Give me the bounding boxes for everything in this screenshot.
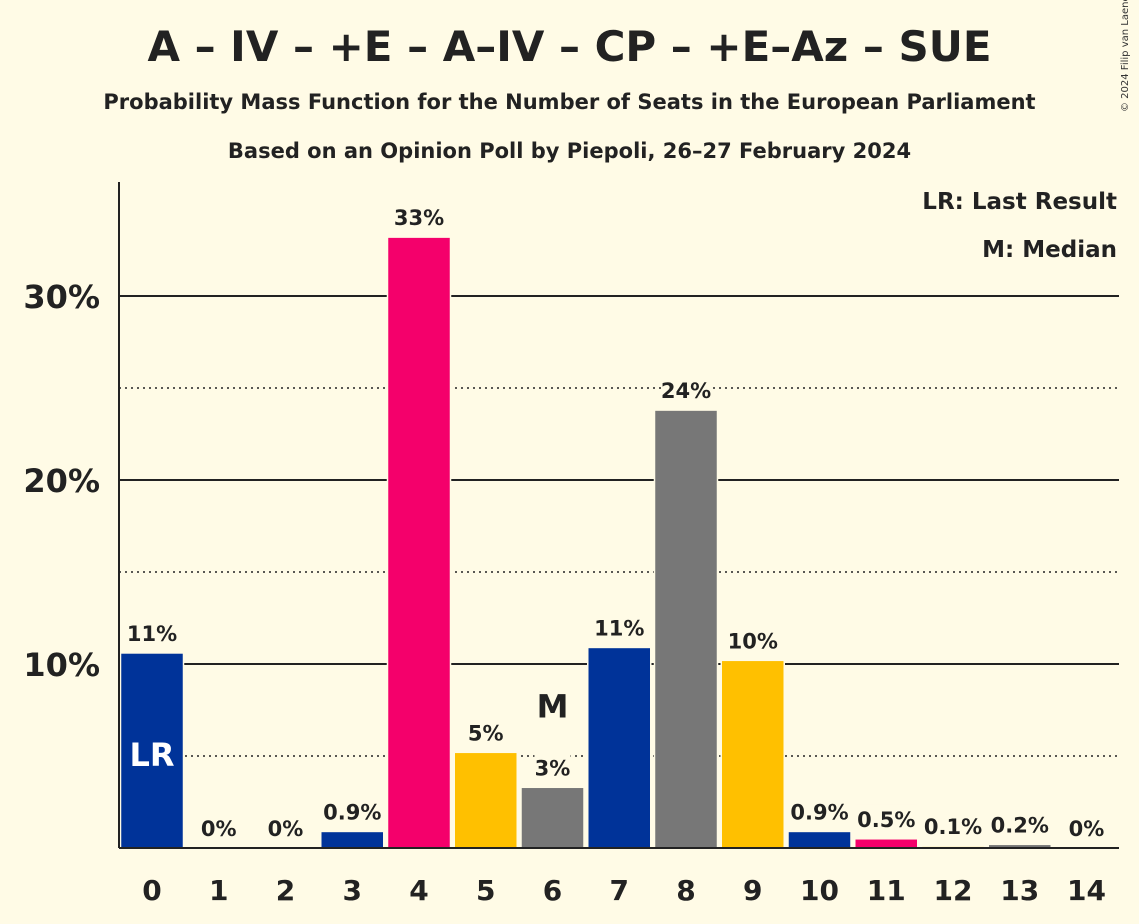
y-tick-label: 20% [23, 462, 100, 500]
x-tick-label: 7 [610, 874, 629, 907]
last-result-marker: LR [129, 736, 174, 774]
bar-value-label: 5% [468, 721, 504, 745]
x-tick-label: 14 [1067, 874, 1106, 907]
label-background [467, 718, 504, 747]
median-marker: M [537, 687, 569, 725]
label-background [988, 810, 1051, 839]
bar-value-label: 0.2% [991, 813, 1049, 837]
bar-value-label: 0.9% [790, 800, 848, 824]
bar-value-label: 0.1% [924, 815, 982, 839]
bar-seat-11 [854, 838, 919, 849]
label-background [127, 618, 177, 647]
axes: 10%20%30%0 1 2 3 4 5 6 7 8 9 10 11 12 13 14 [23, 182, 1119, 907]
bar-seat-7 [587, 646, 652, 849]
label-background [534, 753, 571, 782]
bar-seat-3 [320, 830, 385, 849]
label-background [788, 797, 851, 826]
legend-median: M: Median [982, 237, 1117, 263]
label-background [728, 626, 778, 655]
bar-value-label: 33% [394, 206, 444, 230]
label-background [594, 613, 644, 642]
x-tick-label: 0 [142, 874, 161, 907]
x-tick-label: 8 [676, 874, 695, 907]
bar-value-label: 24% [661, 379, 711, 403]
chart-source: Based on an Opinion Poll by Piepoli, 26–… [227, 139, 912, 163]
x-tick-label: 13 [1000, 874, 1039, 907]
bar-seat-0 [119, 652, 185, 849]
x-tick-label: 3 [343, 874, 362, 907]
bars [119, 236, 1052, 849]
bar-seat-4 [386, 236, 452, 849]
label-background [267, 814, 304, 842]
x-tick-label: 5 [476, 874, 495, 907]
label-background [321, 797, 384, 826]
median-marker-background [530, 687, 575, 728]
x-tick-label: 9 [743, 874, 762, 907]
label-background [394, 203, 444, 232]
data-labels: 11% 0% 0% 0.9% 33% 5% 3% 11% 24% 10% 0.9% 0.5% 0.1% 0… [127, 203, 1105, 842]
label-background [661, 376, 711, 405]
x-tick-label: 10 [800, 874, 839, 907]
y-tick-label: 30% [23, 278, 100, 316]
label-background [855, 804, 918, 833]
label-background [922, 812, 984, 841]
bar-seat-6 [520, 786, 585, 849]
legend-last-result: LR: Last Result [922, 189, 1117, 215]
bar-seat-8 [653, 409, 719, 849]
bar-seat-10 [787, 830, 852, 849]
y-tick-label: 10% [23, 646, 100, 684]
x-tick-label: 6 [543, 874, 562, 907]
bar-seat-5 [453, 751, 518, 849]
x-tick-label: 12 [934, 874, 973, 907]
bar-value-label: 11% [594, 616, 644, 640]
bar-value-label: 0% [1069, 817, 1105, 841]
x-tick-label: 11 [867, 874, 906, 907]
x-tick-label: 4 [409, 874, 428, 907]
bar-value-label: 0% [201, 817, 237, 841]
x-tick-label: 2 [276, 874, 295, 907]
chart-title: A – IV – +E – A–IV – CP – +E–Az – SUE [147, 22, 992, 71]
x-tick-label: 1 [209, 874, 228, 907]
bar-value-label: 0.5% [857, 808, 915, 832]
bar-value-label: 0.9% [323, 800, 381, 824]
bar-value-label: 10% [728, 629, 778, 653]
bar-value-label: 0% [268, 817, 304, 841]
bar-value-label: 3% [535, 756, 571, 780]
bar-seat-9 [720, 659, 785, 849]
bar-value-label: 11% [127, 622, 177, 646]
label-background [200, 814, 237, 842]
label-background [1068, 814, 1105, 842]
chart-subtitle: Probability Mass Function for the Number… [103, 90, 1036, 114]
